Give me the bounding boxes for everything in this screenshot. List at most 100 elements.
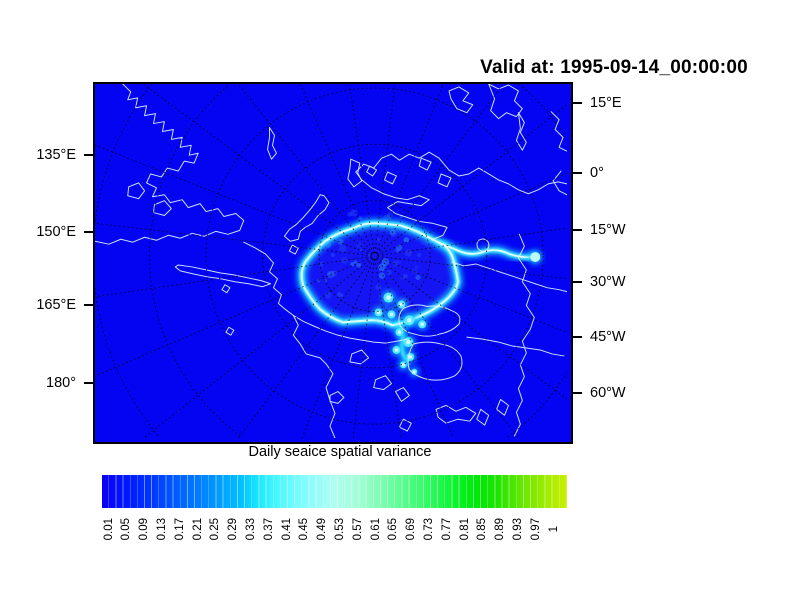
coastline bbox=[127, 182, 146, 200]
ice-patch-core bbox=[420, 322, 425, 327]
graticule-parallel bbox=[318, 200, 431, 312]
coastlines bbox=[95, 84, 567, 438]
graticule-parallel bbox=[262, 143, 488, 369]
right-axis-tick bbox=[571, 229, 582, 231]
graticule-meridian bbox=[377, 255, 567, 280]
graticule-meridian bbox=[349, 84, 375, 254]
ice-patch-core bbox=[408, 355, 413, 359]
right-axis-label: 0° bbox=[590, 165, 604, 181]
left-axis-tick bbox=[84, 231, 95, 233]
coastline bbox=[283, 194, 330, 242]
left-axis-tick bbox=[84, 304, 95, 306]
colorbar-tick-label: 1 bbox=[547, 525, 560, 533]
ice-patch-core bbox=[389, 312, 394, 317]
right-axis-label: 15°W bbox=[590, 222, 626, 238]
colorbar-tick-label: 0.21 bbox=[191, 517, 204, 541]
coastline bbox=[435, 404, 477, 424]
colorbar-tick-label: 0.69 bbox=[405, 517, 418, 541]
graticule-meridian bbox=[377, 256, 567, 333]
right-axis-tick bbox=[571, 281, 582, 283]
coastline bbox=[513, 233, 535, 437]
graticule-meridian bbox=[299, 84, 374, 254]
right-axis-tick bbox=[571, 336, 582, 338]
coastline bbox=[146, 152, 245, 221]
coastline bbox=[355, 151, 567, 195]
coastline bbox=[349, 349, 370, 365]
coastline bbox=[448, 86, 474, 114]
graticule-meridian bbox=[377, 227, 567, 257]
ice-patch-core bbox=[406, 339, 411, 345]
graticule-meridian bbox=[352, 258, 375, 438]
coastline bbox=[418, 157, 432, 171]
colorbar-tick-label: 0.45 bbox=[298, 517, 311, 541]
graticule-meridian bbox=[376, 84, 504, 254]
graticule-parallel bbox=[149, 84, 567, 438]
map-panel bbox=[93, 82, 573, 444]
coastline bbox=[550, 111, 567, 152]
graticule-parallel bbox=[205, 87, 544, 425]
colorbar-tick-label: 0.25 bbox=[209, 517, 222, 541]
coastline bbox=[347, 158, 363, 188]
right-axis-label: 60°W bbox=[590, 385, 626, 401]
ice-patch-core bbox=[386, 295, 391, 300]
coastline bbox=[95, 219, 245, 245]
colorbar-tick-label: 0.77 bbox=[440, 517, 453, 541]
left-axis-tick bbox=[84, 382, 95, 384]
graticule-meridian bbox=[95, 256, 372, 298]
coastline bbox=[221, 284, 231, 294]
colorbar-tick-labels: 0.01 0.05 0.09 0.13 0.17 0.21 0.25 0.29 0.33 0.37… bbox=[102, 509, 567, 553]
left-axis-label: 150°E bbox=[36, 224, 76, 240]
colorbar-tick-label: 0.93 bbox=[511, 517, 524, 541]
coastline bbox=[267, 127, 277, 160]
ring-interior-tint bbox=[304, 224, 453, 324]
colorbar-tick-label: 0.41 bbox=[280, 517, 293, 541]
coastline bbox=[515, 112, 527, 151]
coastline bbox=[355, 171, 448, 240]
coastline bbox=[407, 341, 463, 381]
coastline bbox=[373, 375, 392, 391]
ice-patch-core bbox=[399, 302, 404, 307]
colorbar-tick-label: 0.73 bbox=[422, 517, 435, 541]
right-axis-tick bbox=[571, 172, 582, 174]
left-axis-label: 135°E bbox=[36, 147, 76, 163]
graticule-meridian bbox=[301, 258, 374, 438]
coastline bbox=[292, 314, 336, 438]
colorbar-tick-label: 0.17 bbox=[173, 517, 186, 541]
colorbar-tick-label: 0.13 bbox=[155, 517, 168, 541]
coastline bbox=[225, 326, 235, 336]
graticule-meridian bbox=[374, 258, 402, 438]
coastline bbox=[366, 165, 378, 177]
right-axis-label: 15°E bbox=[590, 95, 622, 111]
colorbar-tick-label: 0.05 bbox=[120, 517, 133, 541]
colorbar-tick-label: 0.09 bbox=[138, 517, 151, 541]
ice-patch-core bbox=[412, 370, 416, 374]
right-axis-tick bbox=[571, 102, 582, 104]
coastline bbox=[174, 264, 272, 288]
colorbar-tick-label: 0.29 bbox=[227, 517, 240, 541]
coastline bbox=[122, 84, 199, 156]
colorbar-tick-label: 0.37 bbox=[262, 517, 275, 541]
colorbar-tick-label: 0.61 bbox=[369, 517, 382, 541]
colorbar-tick-label: 0.57 bbox=[351, 517, 364, 541]
coastline bbox=[488, 84, 523, 120]
ice-patch-core bbox=[407, 318, 412, 323]
coastline bbox=[552, 170, 567, 196]
ice-patch-core bbox=[397, 330, 402, 334]
colorbar-tick-label: 0.97 bbox=[529, 517, 542, 541]
coastline bbox=[398, 304, 461, 337]
colorbar-tick-label: 0.33 bbox=[244, 517, 257, 541]
graticule bbox=[95, 84, 567, 438]
colorbar-tick-label: 0.49 bbox=[316, 517, 329, 541]
graticule-meridian bbox=[237, 84, 374, 255]
coastline bbox=[153, 200, 172, 217]
ice-arm-tip bbox=[530, 252, 541, 262]
graticule-meridian bbox=[377, 172, 567, 256]
left-axis-tick bbox=[84, 154, 95, 156]
coastline bbox=[451, 261, 567, 293]
graticule-meridian bbox=[375, 258, 454, 438]
colorbar-tick-label: 0.01 bbox=[102, 517, 115, 541]
plot-title: Valid at: 1995-09-14_00:00:00 bbox=[480, 57, 748, 78]
graticule-meridian bbox=[142, 84, 373, 255]
graticule-meridian bbox=[376, 103, 567, 255]
